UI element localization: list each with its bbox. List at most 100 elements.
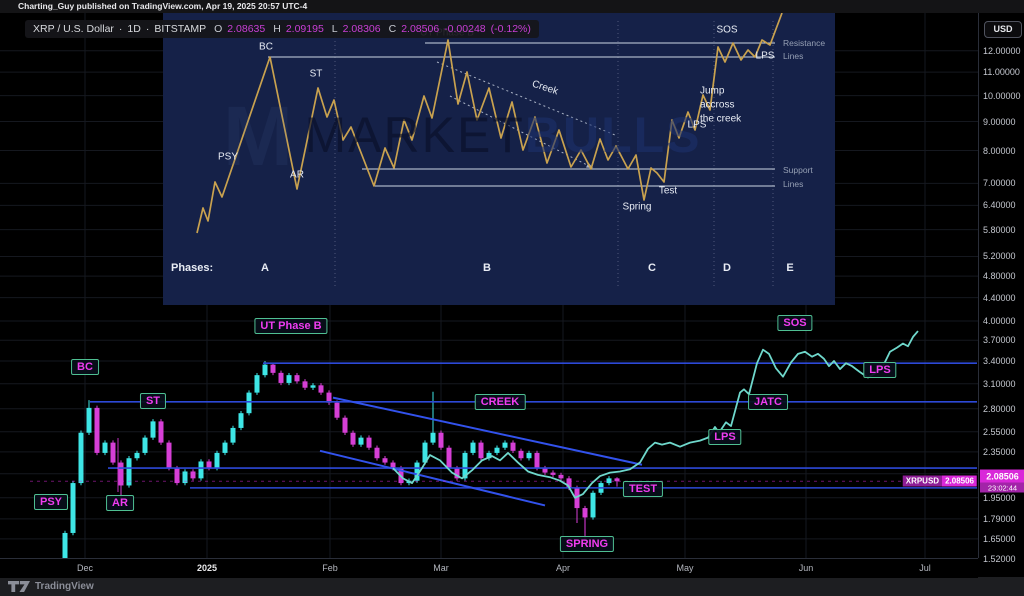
inset-label-lps: LPS	[755, 50, 775, 62]
tradingview-logo-icon	[8, 581, 30, 592]
candle-down	[342, 417, 348, 433]
price-tick-label: 1.95000	[983, 492, 1016, 503]
wyckoff-label-jatc: JATC	[748, 394, 788, 410]
legend-sep: ·	[118, 23, 123, 35]
candle-down	[366, 437, 372, 448]
inset-label-b: B	[483, 262, 491, 274]
candle-down	[158, 421, 164, 443]
candle-down	[374, 447, 380, 459]
wyckoff-schematic-inset: M MARKETBULLS BCSTPSYARUT Phase BSOSLPSL…	[163, 13, 835, 305]
wyckoff-label-creek: CREEK	[474, 394, 526, 410]
candle-up	[502, 442, 508, 448]
change-value: -0.00248	[444, 23, 486, 35]
candle-down	[118, 462, 124, 486]
wyckoff-label-lps: LPS	[708, 429, 742, 445]
change-percent: (-0.12%)	[490, 23, 531, 35]
candle-up	[286, 375, 292, 383]
candle-up	[526, 452, 532, 459]
price-tick-label: 4.00000	[983, 316, 1016, 327]
inset-label-accross: accross	[700, 99, 735, 111]
close-value: 2.08506	[401, 23, 440, 35]
price-tick-label: 4.40000	[983, 292, 1016, 303]
inset-label-test: Test	[658, 185, 678, 197]
axis-flag-price: 2.08506	[980, 469, 1024, 483]
inset-label-lines: Lines	[783, 51, 804, 61]
projection-line	[392, 330, 919, 499]
currency-toggle-button[interactable]: USD	[984, 21, 1022, 38]
inset-label-psy: PSY	[217, 151, 239, 163]
candle-down	[270, 364, 276, 373]
candle-up	[78, 432, 84, 484]
candle-up	[358, 437, 364, 445]
candle-down	[478, 442, 484, 459]
price-tick-label: 10.00000	[983, 90, 1021, 101]
price-tick-label: 5.20000	[983, 251, 1016, 262]
legend-exchange: BITSTAMP	[154, 23, 207, 35]
candle-up	[214, 452, 220, 469]
month-label-jul: Jul	[919, 563, 931, 573]
candle-down	[574, 487, 580, 509]
candle-down	[110, 442, 116, 463]
inset-label-c: C	[648, 262, 656, 274]
wyckoff-price-path	[196, 13, 783, 234]
trend-line	[332, 396, 643, 466]
candle-down	[302, 381, 308, 388]
wyckoff-label-ar: AR	[106, 495, 134, 511]
candle-down	[174, 468, 180, 484]
candle-up	[238, 413, 244, 428]
candle-down	[390, 462, 396, 469]
candle-down	[566, 478, 572, 488]
inset-label-jump: Jump	[700, 85, 725, 97]
candle-up	[254, 375, 260, 393]
wyckoff-label-test: TEST	[622, 481, 664, 497]
flag-price: 2.08506	[942, 475, 977, 487]
candle-down	[206, 461, 212, 469]
price-tick-label: 2.55000	[983, 426, 1016, 437]
candle-up	[422, 442, 428, 463]
tradingview-brand-text: TradingView	[35, 581, 94, 592]
price-tick-label: 7.00000	[983, 178, 1016, 189]
publisher-text: Charting_Guy published on TradingView.co…	[18, 1, 308, 11]
inset-label-d: D	[723, 262, 731, 274]
inset-label-st: ST	[309, 68, 323, 80]
chart-pane[interactable]: M MARKETBULLS BCSTPSYARUT Phase BSOSLPSL…	[0, 13, 1024, 578]
time-axis[interactable]: Dec 2025 Feb Mar Apr May Jun Jul	[0, 558, 978, 578]
candle-up	[70, 483, 76, 533]
watermark-market: MARKET	[304, 107, 525, 163]
last-price-axis-flag: 2.08506 23:02:44	[980, 469, 1024, 493]
close-label: C	[388, 23, 397, 35]
wyckoff-label-st: ST	[139, 393, 167, 409]
month-label-may: May	[676, 563, 694, 573]
legend-interval: 1D	[127, 23, 141, 35]
candle-up	[182, 471, 188, 484]
wyckoff-label-sos: SOS	[777, 315, 813, 331]
candle-up	[86, 407, 92, 433]
price-tick-label: 3.70000	[983, 335, 1016, 346]
bar-countdown: 23:02:44	[980, 482, 1024, 493]
candle-up	[102, 442, 108, 453]
inset-label-ar: AR	[290, 169, 304, 181]
price-tick-label: 3.40000	[983, 356, 1016, 366]
candle-down	[190, 471, 196, 479]
inset-label-e: E	[786, 262, 794, 274]
inset-label-lines: Lines	[783, 179, 804, 189]
price-axis[interactable]: USD 2.08506 23:02:44 12.00000 11.00000 10.…	[978, 13, 1024, 564]
inset-label-the-creek: the creek	[700, 113, 742, 125]
price-tick-label: 2.80000	[983, 403, 1016, 414]
candle-down	[550, 472, 556, 475]
marketbulls-logo-watermark: M	[223, 89, 293, 183]
legend-sep2: ·	[145, 23, 150, 35]
candle-up	[414, 462, 420, 481]
candle-up	[486, 452, 492, 459]
candle-down	[326, 392, 332, 403]
candle-down	[454, 468, 460, 479]
candle-up	[150, 421, 156, 438]
candle-up	[62, 532, 68, 561]
price-tick-label: 4.80000	[983, 271, 1016, 282]
price-tick-label: 9.00000	[983, 116, 1016, 127]
candle-up	[590, 492, 596, 518]
symbol-legend[interactable]: XRP / U.S. Dollar · 1D · BITSTAMP O 2.086…	[25, 20, 539, 38]
high-value: 2.09195	[285, 23, 324, 35]
price-tick-label: 2.35000	[983, 446, 1016, 457]
price-tick-label: 3.10000	[983, 378, 1016, 389]
